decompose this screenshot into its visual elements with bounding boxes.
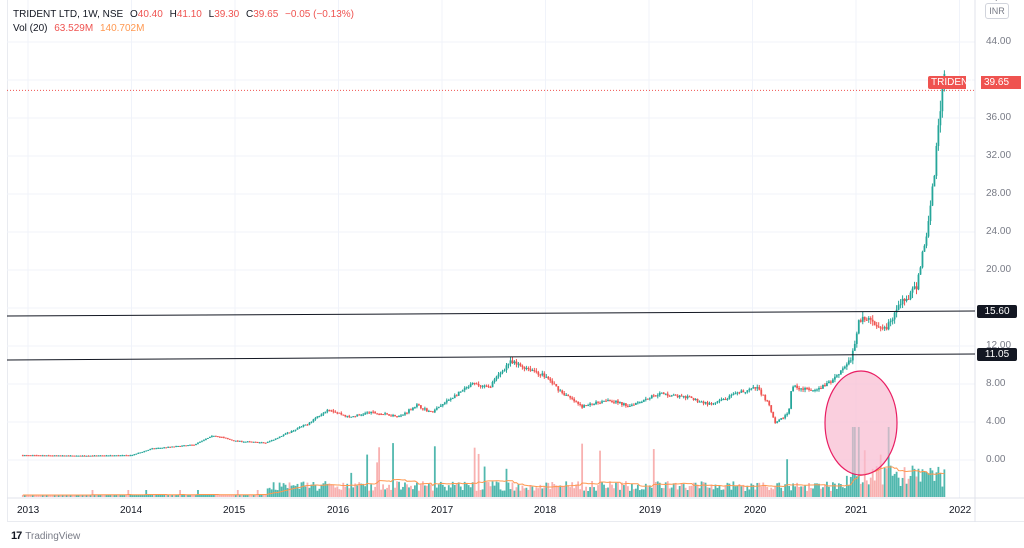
volume-value: 63.529M [54,23,94,34]
symbol-price-tag: TRIDENT [928,76,974,89]
last-price-tag: 39.65 [981,76,1021,89]
volume-ma-line [22,466,945,496]
footer-branding[interactable]: 17 TradingView [11,530,80,542]
time-tick: 2022 [949,505,972,516]
low-key: L [208,9,215,20]
time-tick: 2020 [744,505,767,516]
tradingview-logo-icon: 17 [11,530,22,542]
currency-conversion-label: ≈ ₹ [986,0,998,3]
price-tick: 20.00 [986,264,1012,275]
hline-lower-tag[interactable]: 11.05 [977,348,1017,361]
ohlc-row: TRIDENT LTD, 1W, NSE O40.40 H41.10 L39.3… [13,8,358,22]
price-tick: 32.00 [986,150,1012,161]
horizontal-line-upper[interactable] [6,310,976,317]
candlestick-series [21,70,946,457]
close-key: C [246,9,254,20]
open-value: 40.40 [137,9,163,20]
time-tick: 2016 [327,505,350,516]
currency-button[interactable]: INR [985,3,1009,19]
high-value: 41.10 [176,9,202,20]
horizontal-line-lower[interactable] [6,353,976,361]
time-tick: 2019 [639,505,662,516]
brand-name: TradingView [25,530,81,542]
symbol-title[interactable]: TRIDENT LTD, 1W, NSE [13,9,124,20]
price-tick: 4.00 [986,416,1006,427]
time-tick: 2017 [431,505,454,516]
price-tick: 0.00 [986,454,1006,465]
low-value: 39.30 [214,9,240,20]
volume-label[interactable]: Vol (20) [13,23,48,34]
close-value: 39.65 [253,9,279,20]
time-tick: 2015 [223,505,246,516]
price-tick: 24.00 [986,226,1012,237]
open-key: O [129,9,138,20]
hline-upper-tag[interactable]: 15.60 [977,305,1017,318]
price-tick: 28.00 [986,188,1012,199]
price-tick: 12.00 [986,340,1012,351]
change-value: −0.05 (−0.13%) [285,9,354,20]
time-tick: 2014 [120,505,143,516]
highlight-ellipse[interactable] [824,370,898,476]
price-tick: 36.00 [986,112,1012,123]
time-tick: 2021 [845,505,868,516]
price-tick: 8.00 [986,378,1006,389]
chart-legend: TRIDENT LTD, 1W, NSE O40.40 H41.10 L39.3… [13,8,358,36]
high-key: H [169,9,177,20]
time-tick: 2013 [17,505,40,516]
volume-row: Vol (20) 63.529M 140.702M [13,22,358,36]
chart-frame [7,0,1024,522]
time-tick: 2018 [534,505,557,516]
price-tick: 44.00 [986,36,1012,47]
volume-ma-value: 140.702M [99,23,145,34]
volume-bars [21,427,946,497]
